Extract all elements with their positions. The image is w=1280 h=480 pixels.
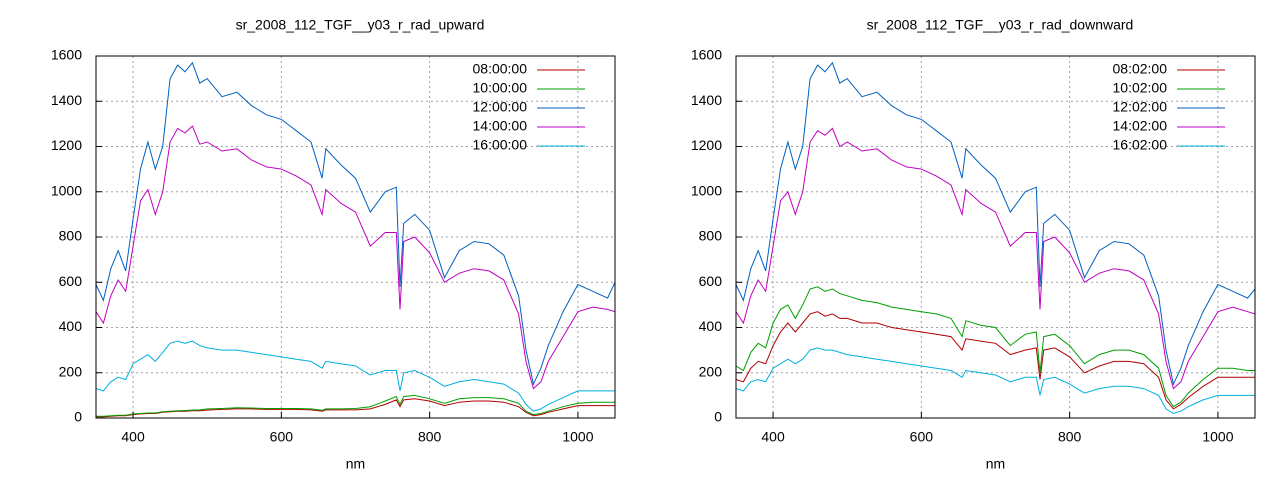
y-tick-label: 0 [74, 409, 82, 425]
legend-label: 12:02:00 [1113, 99, 1168, 115]
x-axis-label: nm [986, 456, 1005, 472]
y-tick-label: 0 [714, 409, 722, 425]
x-tick-label: 400 [761, 429, 785, 445]
series-line [95, 125, 616, 390]
series-line [735, 286, 1255, 408]
legend: 08:02:00 10:02:00 12:02:00 14:02:00 16:02:00 [1113, 61, 1225, 153]
y-tick-label: 1600 [691, 47, 722, 63]
x-tick-label: 600 [910, 429, 934, 445]
x-tick-label: 400 [121, 429, 145, 445]
y-tick-label: 1600 [51, 47, 82, 63]
y-tick-label: 600 [59, 273, 83, 289]
chart-title: sr_2008_112_TGF__y03_r_rad_downward [867, 17, 1134, 33]
y-tick-label: 600 [699, 273, 723, 289]
legend: 08:00:00 10:00:00 12:00:00 14:00:00 16:00:00 [473, 61, 585, 153]
series-line [735, 347, 1255, 415]
legend-label: 14:00:00 [473, 118, 528, 134]
y-tick-label: 200 [59, 363, 83, 379]
y-tick-label: 1400 [51, 92, 82, 108]
legend-label: 08:00:00 [473, 61, 528, 77]
x-tick-label: 1000 [562, 429, 593, 445]
legend-label: 10:00:00 [473, 80, 528, 96]
y-tick-label: 200 [699, 363, 723, 379]
x-axis-label: nm [346, 456, 365, 472]
legend-label: 14:02:00 [1113, 118, 1168, 134]
legend-label: 08:02:00 [1113, 61, 1168, 77]
y-tick-label: 800 [699, 228, 723, 244]
legend-label: 16:02:00 [1113, 137, 1168, 153]
y-tick-label: 1200 [691, 137, 722, 153]
series-line [95, 340, 615, 412]
plot-border [95, 55, 616, 419]
series-line [735, 61, 1256, 386]
y-tick-label: 1400 [691, 92, 722, 108]
y-tick-label: 800 [59, 228, 83, 244]
series-line [735, 311, 1255, 410]
legend-label: 12:00:00 [473, 99, 528, 115]
y-tick-label: 1000 [691, 182, 722, 198]
series-line [95, 61, 616, 386]
legend-label: 16:00:00 [473, 137, 528, 153]
y-tick-label: 400 [59, 318, 83, 334]
x-tick-label: 600 [270, 429, 294, 445]
x-tick-label: 800 [418, 429, 442, 445]
y-tick-label: 1000 [51, 182, 82, 198]
y-tick-label: 1200 [51, 137, 82, 153]
x-tick-label: 1000 [1202, 429, 1233, 445]
chart-title: sr_2008_112_TGF__y03_r_rad_upward [236, 17, 485, 33]
series-line [96, 394, 615, 417]
x-tick-label: 800 [1058, 429, 1082, 445]
legend-label: 10:02:00 [1113, 80, 1168, 96]
series-line [735, 127, 1256, 390]
y-tick-label: 400 [699, 318, 723, 334]
plot-border [735, 55, 1256, 419]
